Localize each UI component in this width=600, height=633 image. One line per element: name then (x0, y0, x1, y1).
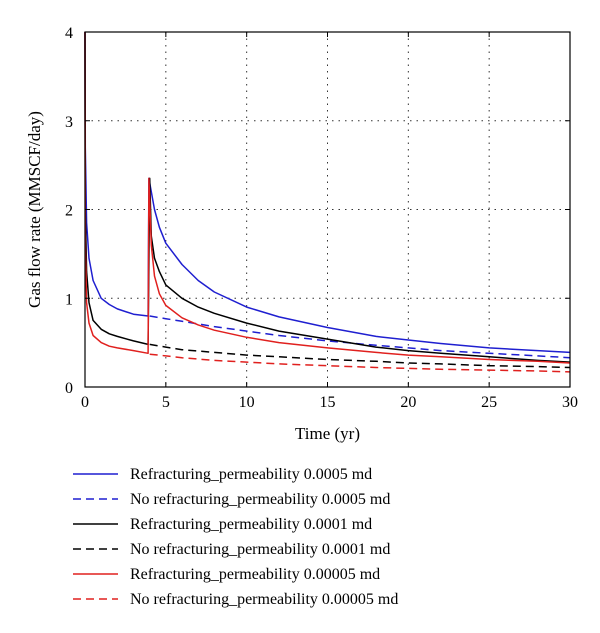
series-line-6 (149, 353, 571, 373)
legend-label-3: Refracturing_permeability 0.0001 md (130, 516, 372, 533)
series-line-1 (84, 31, 571, 354)
x-tick-label: 15 (320, 394, 336, 411)
x-tick-label: 20 (400, 394, 416, 411)
y-axis-title: Gas flow rate (MMSCF/day) (25, 111, 44, 308)
x-axis-title: Time (yr) (295, 424, 360, 443)
y-tick-label: 0 (65, 380, 73, 397)
series-lines (84, 31, 571, 373)
grid-lines (85, 32, 570, 387)
legend-label-6: No refracturing_permeability 0.00005 md (130, 591, 398, 608)
series-line-4 (149, 343, 571, 369)
y-tick-label: 4 (65, 25, 73, 42)
axis-ticks: 0 5 10 15 20 25 30 0 1 2 3 4 (65, 25, 578, 411)
x-tick-label: 5 (162, 394, 170, 411)
x-tick-label: 0 (81, 394, 89, 411)
x-tick-label: 25 (481, 394, 497, 411)
legend-label-2: No refracturing_permeability 0.0005 md (130, 491, 390, 508)
legend-label-4: No refracturing_permeability 0.0001 md (130, 541, 390, 558)
x-tick-label: 10 (239, 394, 255, 411)
legend-label-5: Refracturing_permeability 0.00005 md (130, 566, 380, 583)
series-line-5 (84, 31, 571, 364)
y-tick-label: 3 (65, 114, 73, 131)
y-tick-label: 2 (65, 203, 73, 220)
legend: Refracturing_permeability 0.0005 md No re… (73, 466, 398, 608)
x-tick-label: 30 (562, 394, 578, 411)
series-line-3 (84, 31, 571, 363)
series-line-2 (149, 315, 571, 359)
y-tick-label: 1 (65, 291, 73, 308)
legend-label-1: Refracturing_permeability 0.0005 md (130, 466, 372, 483)
